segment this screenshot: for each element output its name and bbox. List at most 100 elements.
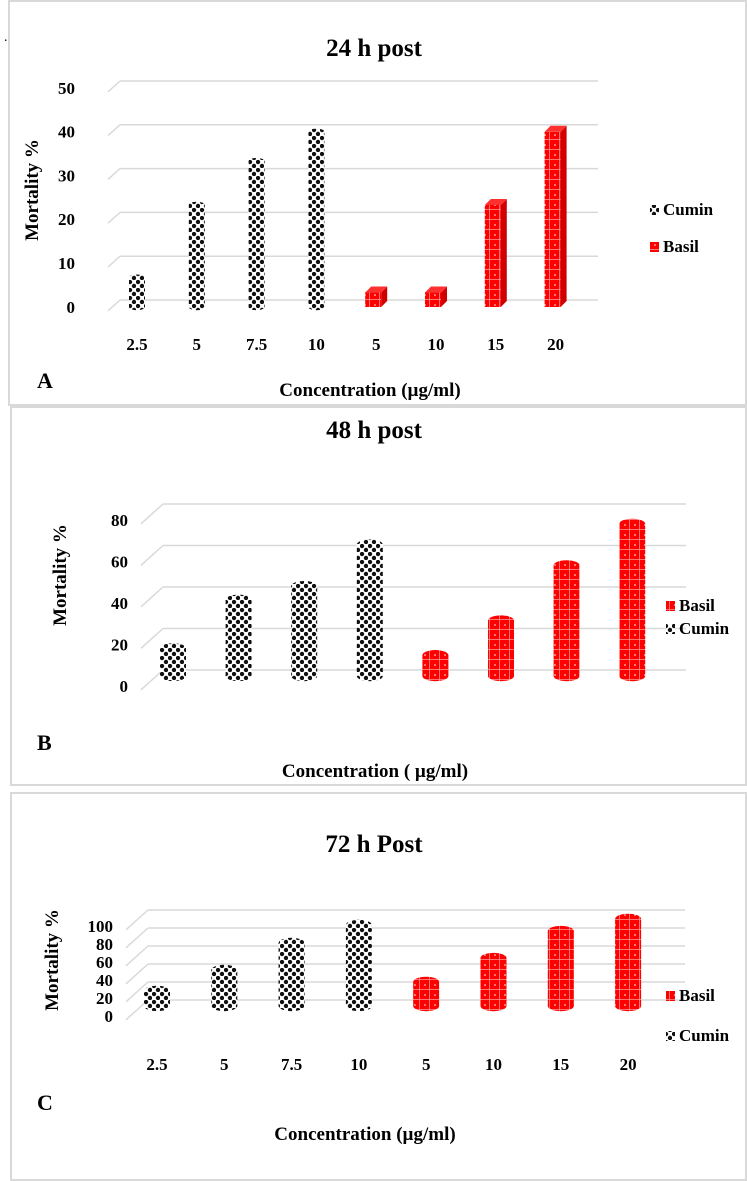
panel-c-legend-swatch-basil xyxy=(666,991,675,1001)
panel-a-x-tick-label: 5 xyxy=(372,335,381,354)
panel-c-grid-side xyxy=(125,981,149,1003)
panel-c-y-tick-label: 40 xyxy=(96,971,113,990)
panel-c-x-tick-label: 5 xyxy=(422,1055,431,1074)
panel-a-bar-top xyxy=(365,286,388,293)
panel-b-grid-side xyxy=(140,627,164,649)
panel-c-x-tick-label: 5 xyxy=(220,1055,229,1074)
panel-c-bar-basil xyxy=(480,958,507,1006)
stray-mark: . xyxy=(4,30,8,45)
panel-b-bar-basil xyxy=(488,620,514,676)
panel-a-bar-base xyxy=(129,303,145,311)
panel-c-title: 72 h Post xyxy=(325,831,423,858)
panel-a-legend-swatch-cumin xyxy=(650,205,659,215)
panel-a-y-tick-label: 20 xyxy=(58,210,75,229)
panel-a-bar-base xyxy=(188,303,205,311)
panel-b-label: B xyxy=(37,730,52,755)
panel-b-bar-base xyxy=(225,670,252,682)
panel-a-y-tick-label: 30 xyxy=(58,166,75,185)
panel-a-bar-top xyxy=(544,125,567,132)
panel-c-y-axis-title: Mortality % xyxy=(42,909,63,1011)
panel-b-bar-basil xyxy=(619,523,646,676)
panel-b-bar-cumin xyxy=(291,586,318,676)
panel-c-bar-cumin xyxy=(211,970,238,1006)
panel-a-grid-side xyxy=(107,211,121,224)
panel-c-label: C xyxy=(37,1090,53,1115)
panel-c-bar-cumin xyxy=(345,925,372,1006)
panel-b-grid-side xyxy=(140,503,164,525)
panel-a-y-tick-label: 10 xyxy=(58,254,75,273)
panel-b-bar-base xyxy=(619,670,646,682)
panel-a-grid-side xyxy=(107,299,121,312)
panel-a-x-tick-label: 20 xyxy=(547,335,564,354)
panel-b-bar-cap xyxy=(356,539,383,550)
panel-c-grid-side xyxy=(125,909,149,931)
panel-b-y-axis-title: Mortality % xyxy=(50,524,71,626)
panel-c-bar-basil xyxy=(615,918,642,1006)
panel-a-x-tick-label: 5 xyxy=(193,335,202,354)
panel-b-bar-cap xyxy=(488,615,514,626)
panel-c-x-tick-label: 20 xyxy=(620,1055,637,1074)
panel-c-legend-label: Cumin xyxy=(679,1026,730,1045)
panel-b-bar-base xyxy=(488,670,514,682)
panel-c-x-tick-label: 10 xyxy=(350,1055,367,1074)
panel-a-legend-swatch-basil xyxy=(650,242,659,252)
panel-a-bar-side xyxy=(381,286,388,307)
panel-b-bar-cap xyxy=(160,643,186,654)
panel-a-grid-side xyxy=(107,168,121,180)
panel-c-bar-cap xyxy=(547,925,574,937)
panel-b-grid-side xyxy=(140,669,164,691)
panel-b-legend-label: Cumin xyxy=(679,619,730,638)
panel-a-bar-basil xyxy=(365,292,382,307)
panel-b-bar-basil xyxy=(422,655,449,676)
panel-a-bar-side xyxy=(500,198,507,307)
panel-a-y-tick-label: 50 xyxy=(58,79,75,98)
panel-a-x-tick-label: 10 xyxy=(308,335,325,354)
panel-a-title: 24 h post xyxy=(326,35,423,62)
panel-a-y-axis-title: Mortality % xyxy=(22,139,43,241)
panel-a-grid-side xyxy=(107,255,121,268)
panel-a-grid-side xyxy=(107,80,121,93)
panel-b-bar-basil xyxy=(553,565,580,676)
panel-a-legend-label: Cumin xyxy=(663,200,714,219)
panel-b-bar-cap xyxy=(291,580,318,592)
panel-c-grid-side xyxy=(125,963,149,985)
panel-c-x-tick-label: 2.5 xyxy=(146,1055,167,1074)
panel-a-grid-side xyxy=(107,124,121,137)
panel-c-y-tick-label: 60 xyxy=(96,953,113,972)
panel-b-bar-cap xyxy=(225,594,252,606)
panel-b-bar-base xyxy=(356,670,383,682)
panel-c-grid-side xyxy=(125,945,149,967)
panel-a-frame xyxy=(8,0,747,406)
panel-a-x-tick-label: 10 xyxy=(428,335,445,354)
panel-c-bar-base xyxy=(278,1000,305,1012)
panel-c-bar-cap xyxy=(211,964,238,976)
panel-c-bar-cap xyxy=(413,976,440,988)
panel-b-y-tick-label: 0 xyxy=(120,677,129,696)
panel-c-x-axis-title: Concentration (µg/ml) xyxy=(274,1124,455,1145)
panel-b-x-axis-title: Concentration ( µg/ml) xyxy=(282,761,468,782)
panel-c-bar-base xyxy=(480,1000,507,1012)
panel-c-bar-basil xyxy=(547,931,574,1006)
panel-b-bar-base xyxy=(422,670,449,682)
panel-b-bar-base xyxy=(160,670,186,682)
panel-c-frame xyxy=(10,792,747,1181)
panel-a-y-tick-label: 40 xyxy=(58,123,75,142)
panel-a-bar-basil xyxy=(544,131,561,307)
panel-c-bar-cap xyxy=(615,913,642,925)
panel-a-bar-cap xyxy=(308,128,325,135)
panel-b-legend-swatch-cumin xyxy=(666,624,675,634)
panel-b-y-tick-label: 60 xyxy=(111,552,128,571)
panel-a-bar-cumin xyxy=(129,277,145,307)
panel-c-bar-cap xyxy=(345,919,372,931)
panel-c-bar-base xyxy=(211,1000,238,1012)
panel-b-bar-cap xyxy=(422,650,449,661)
panel-a-bar-basil xyxy=(484,204,501,307)
panel-c-bar-cumin xyxy=(278,943,305,1006)
panel-b-bar-cumin xyxy=(225,599,252,676)
panel-c-y-tick-label: 100 xyxy=(88,917,114,936)
panel-b-legend-swatch-basil xyxy=(666,601,675,611)
panel-b-bar-cap xyxy=(619,518,646,530)
panel-a-bar-cumin xyxy=(248,161,265,307)
panel-b-grid-side xyxy=(140,544,164,566)
